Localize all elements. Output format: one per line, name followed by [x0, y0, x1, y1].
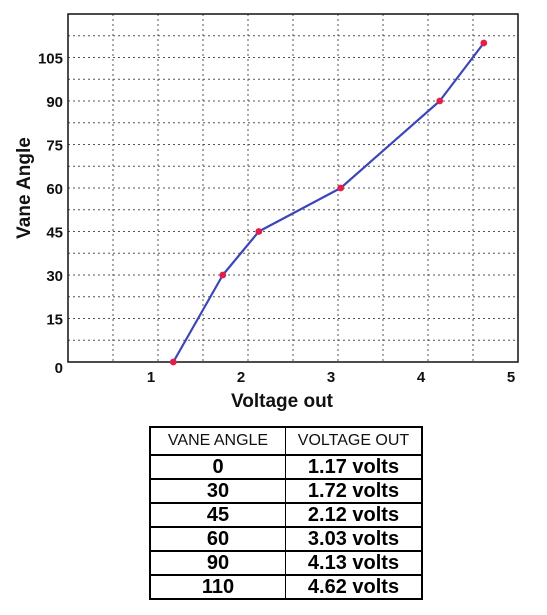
table-row: 45 2.12 volts — [149, 502, 423, 528]
y-tick-label: 60 — [46, 181, 63, 198]
vane-angle-cell: 60 — [149, 526, 286, 552]
x-tick-label: 1 — [147, 369, 155, 386]
y-tick-label: 0 — [55, 360, 63, 377]
x-tick-label: 2 — [237, 369, 245, 386]
header-voltage-out: VOLTAGE OUT — [285, 426, 423, 456]
data-point — [169, 358, 177, 366]
x-tick-label: 4 — [417, 369, 426, 386]
chart-grid — [68, 14, 518, 362]
data-point — [480, 39, 488, 47]
x-axis-ticks: 1 2 3 4 5 — [147, 369, 515, 386]
series-line — [172, 42, 485, 363]
table-row: 0 1.17 volts — [149, 454, 423, 480]
y-tick-label: 45 — [46, 225, 63, 242]
y-tick-label: 75 — [46, 138, 63, 155]
x-tick-label: 3 — [327, 369, 335, 386]
x-tick-label: 5 — [507, 369, 515, 386]
vane-angle-cell: 0 — [149, 454, 286, 480]
y-tick-label: 15 — [46, 312, 63, 329]
y-axis-title: Vane Angle — [14, 137, 35, 239]
table-row: 110 4.62 volts — [149, 574, 423, 600]
voltage-out-cell: 4.62 volts — [285, 574, 423, 600]
y-axis-ticks: 0 15 30 45 60 75 90 105 — [38, 51, 63, 378]
data-point — [255, 228, 263, 235]
data-point — [436, 97, 444, 105]
vane-angle-cell: 90 — [149, 550, 286, 576]
table-row: 30 1.72 volts — [149, 478, 423, 504]
plot-frame — [67, 13, 519, 363]
y-tick-label: 90 — [46, 94, 63, 111]
x-axis-title: Voltage out — [231, 391, 334, 412]
table-header-row: VANE ANGLE VOLTAGE OUT — [149, 426, 423, 456]
vane-angle-cell: 110 — [149, 574, 286, 600]
table-row: 60 3.03 volts — [149, 526, 423, 552]
table-row: 90 4.13 volts — [149, 550, 423, 576]
data-series — [169, 39, 488, 366]
data-point — [337, 184, 345, 192]
y-tick-label: 30 — [46, 268, 63, 285]
voltage-out-cell: 2.12 volts — [285, 502, 423, 528]
vane-angle-cell: 45 — [149, 502, 286, 528]
voltage-out-cell: 3.03 volts — [285, 526, 423, 552]
voltage-out-cell: 4.13 volts — [285, 550, 423, 576]
header-vane-angle: VANE ANGLE — [149, 426, 286, 456]
y-tick-label: 105 — [38, 51, 63, 68]
data-point — [219, 271, 227, 279]
data-table: VANE ANGLE VOLTAGE OUT 0 1.17 volts 30 1… — [149, 426, 423, 600]
voltage-out-cell: 1.72 volts — [285, 478, 423, 504]
vane-angle-cell: 30 — [149, 478, 286, 504]
voltage-out-cell: 1.17 volts — [285, 454, 423, 480]
